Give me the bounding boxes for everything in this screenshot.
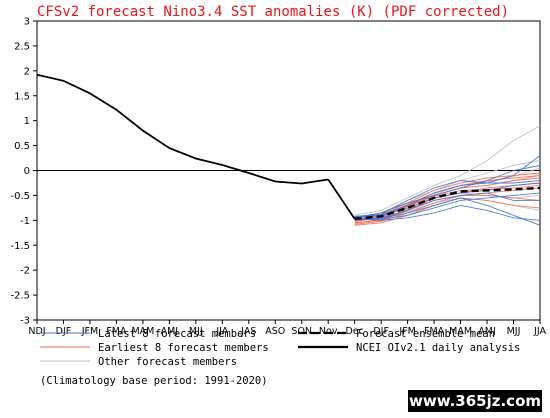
y-tick-label: 3 bbox=[24, 17, 30, 28]
other-member-line bbox=[354, 175, 541, 218]
latest-member-line bbox=[354, 192, 540, 221]
x-tick-label: JFM bbox=[398, 326, 415, 337]
x-tick-label: JJA bbox=[533, 326, 546, 337]
y-tick-label: 2.5 bbox=[14, 41, 30, 52]
latest-member-line bbox=[354, 180, 541, 217]
x-tick-label: DJF bbox=[373, 326, 389, 337]
x-tick-label: DJF bbox=[56, 326, 72, 337]
latest-member-line bbox=[354, 182, 541, 218]
watermark: www.365jz.com bbox=[408, 390, 542, 412]
chart-title: CFSv2 forecast Nino3.4 SST anomalies (K)… bbox=[37, 4, 509, 20]
y-tick-label: 0.5 bbox=[14, 141, 30, 152]
x-tick-label: JFM bbox=[81, 326, 98, 337]
y-tick-label: 1 bbox=[24, 116, 30, 127]
x-tick-label: JAS bbox=[240, 326, 256, 337]
x-tick-label: FMA bbox=[106, 326, 127, 337]
legend-label: Other forecast members bbox=[98, 356, 237, 368]
latest-member-line bbox=[354, 197, 541, 226]
y-tick-label: -2 bbox=[20, 266, 30, 277]
y-tick-label: -2.5 bbox=[10, 291, 30, 302]
legend-label: NCEI OIv2.1 daily analysis bbox=[356, 342, 520, 354]
observed-analysis-line bbox=[36, 73, 329, 185]
legend-label: Earliest 8 forecast members bbox=[98, 342, 269, 354]
observed-to-forecast-connector bbox=[327, 178, 356, 220]
x-tick-label: SON bbox=[291, 326, 312, 337]
x-tick-label: MAM bbox=[449, 326, 472, 337]
earliest-member-line bbox=[354, 184, 541, 223]
latest-member-line bbox=[354, 204, 541, 221]
ensemble-mean-line bbox=[354, 186, 541, 220]
x-tick-label: MAM bbox=[131, 326, 154, 337]
x-tick-label: JJA bbox=[215, 326, 228, 337]
latest-member-line bbox=[354, 165, 541, 218]
y-tick-label: -1 bbox=[20, 216, 30, 227]
x-tick-label: AMJ bbox=[478, 326, 496, 337]
climatology-footnote: (Climatology base period: 1991-2020) bbox=[40, 375, 268, 387]
y-tick-label: -1.5 bbox=[10, 241, 30, 252]
y-tick-label: -0.5 bbox=[10, 191, 30, 202]
other-member-line bbox=[354, 125, 541, 216]
x-tick-label: Dec bbox=[345, 326, 363, 337]
legend-label: Latest 8 forecast members bbox=[98, 328, 256, 340]
y-tick-label: -3 bbox=[20, 316, 30, 327]
x-tick-label: MJJ bbox=[189, 326, 203, 337]
y-tick-label: 1.5 bbox=[14, 91, 30, 102]
x-tick-label: FMA bbox=[424, 326, 445, 337]
legend-label: Forecast ensemble mean bbox=[356, 328, 495, 340]
y-tick-label: 2 bbox=[24, 66, 30, 77]
x-tick-label: AMJ bbox=[161, 326, 179, 337]
y-tick-label: 0 bbox=[24, 166, 30, 177]
x-tick-label: MJJ bbox=[507, 326, 521, 337]
x-tick-label: Nov bbox=[319, 326, 338, 337]
x-tick-label: NDJ bbox=[28, 326, 45, 337]
x-tick-label: ASO bbox=[265, 326, 285, 337]
latest-member-line bbox=[354, 192, 541, 220]
